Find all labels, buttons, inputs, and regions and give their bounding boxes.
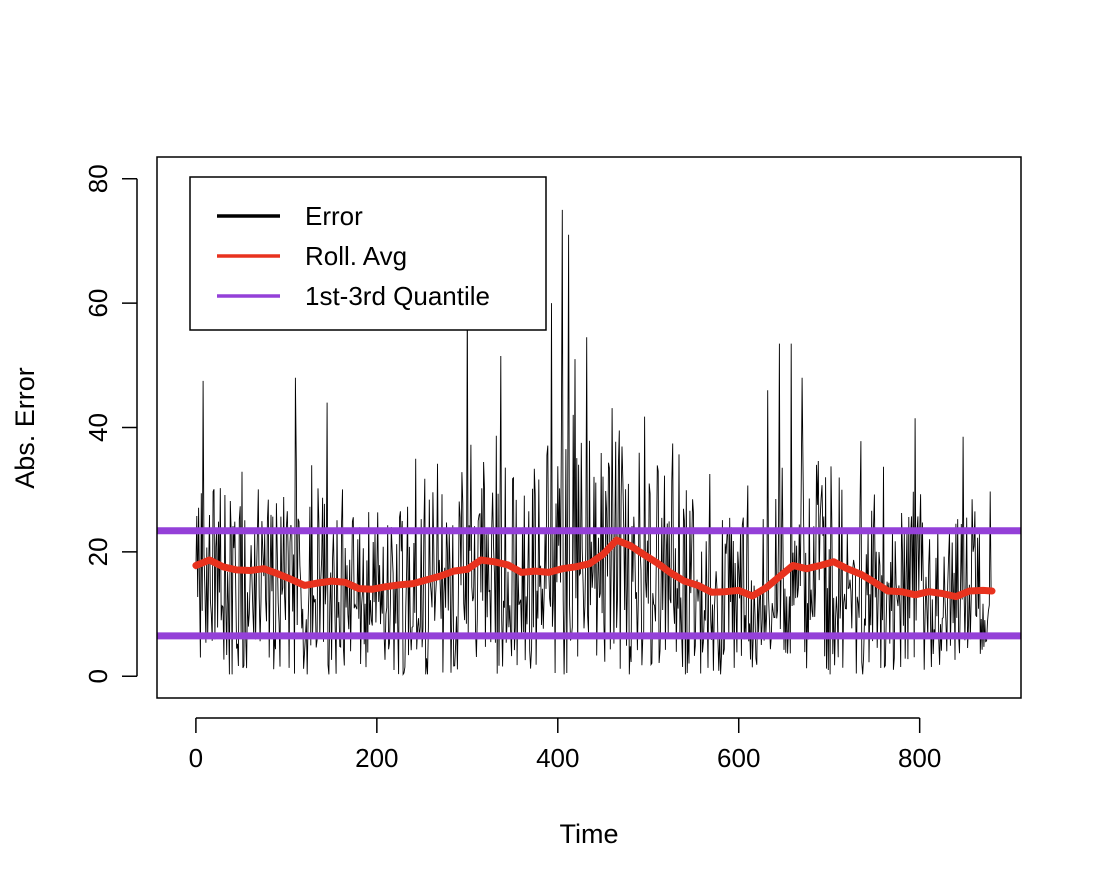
x-tick-label: 400 (536, 743, 579, 773)
y-axis-label: Abs. Error (10, 367, 40, 489)
legend-box (189, 176, 547, 331)
error-line (195, 209, 992, 676)
x-tick-label: 0 (189, 743, 203, 773)
quantile-lines (157, 527, 1021, 640)
x-tick-label: 800 (898, 743, 941, 773)
legend-label-error: Error (305, 201, 363, 231)
x-tick-label: 600 (717, 743, 760, 773)
x-tick-label: 200 (355, 743, 398, 773)
y-tick-label: 80 (83, 164, 113, 193)
rolling-average-series (192, 536, 996, 601)
plot-frame (156, 156, 1022, 699)
axes: 0 200 400 600 800 0 20 40 60 80 (83, 164, 941, 773)
error-series (195, 209, 992, 676)
y-tick-label: 0 (83, 669, 113, 683)
legend-label-roll-avg: Roll. Avg (305, 241, 407, 271)
rolling-average-line (192, 536, 996, 601)
y-tick-label: 20 (83, 537, 113, 566)
y-tick-label: 40 (83, 413, 113, 442)
legend-label-quantile: 1st-3rd Quantile (305, 281, 490, 311)
y-tick-label: 60 (83, 289, 113, 318)
x-axis-label: Time (560, 819, 619, 849)
legend: Error Roll. Avg 1st-3rd Quantile (189, 176, 547, 331)
